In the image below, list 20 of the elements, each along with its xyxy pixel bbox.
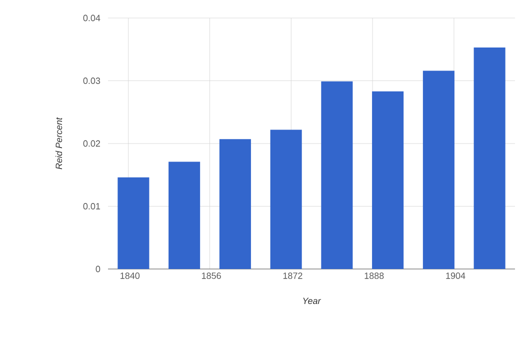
x-tick-label: 1856 [202,272,221,279]
bar [118,177,150,269]
bar [474,47,506,269]
x-tick-label: 1904 [446,272,466,279]
x-axis-title: Year [303,298,322,304]
y-tick-label: 0.04 [83,14,100,22]
y-axis-title: Reid Percent [55,117,62,170]
y-tick-label: 0.02 [83,140,100,147]
bar [422,70,454,269]
bar [270,130,302,269]
x-tick-label: 1872 [283,272,302,279]
y-tick-label: 0 [96,266,100,272]
bar [168,162,200,269]
bar [219,139,251,269]
x-tick-label: 1840 [120,272,140,279]
bar [372,91,404,269]
x-tick-label: 1888 [364,272,384,279]
y-tick-label: 0.01 [83,203,100,210]
y-tick-label: 0.03 [83,78,100,84]
bar [321,81,353,269]
